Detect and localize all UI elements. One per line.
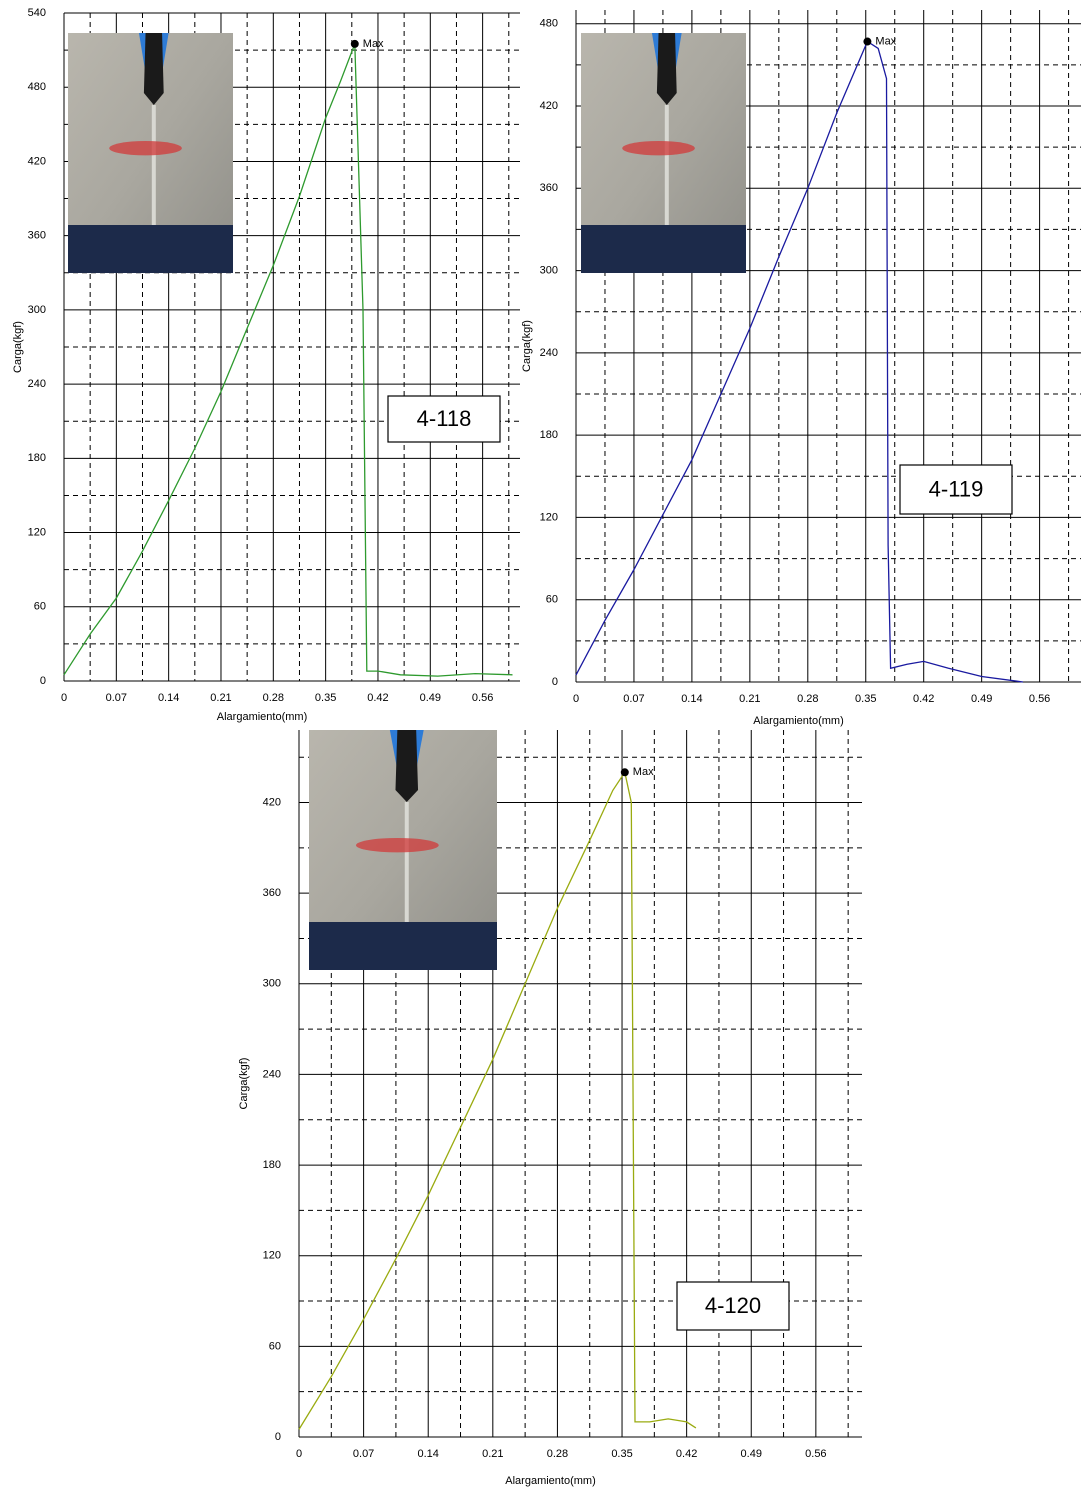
max-annotation: Max — [875, 35, 896, 47]
x-tick-label: 0.56 — [1029, 693, 1050, 705]
x-axis-label: Alargamiento(mm) — [753, 715, 843, 727]
x-tick-label: 0.28 — [263, 692, 284, 704]
y-tick-label: 60 — [34, 601, 46, 613]
x-axis-label: Alargamiento(mm) — [505, 1475, 595, 1487]
specimen-label: 4-118 — [417, 406, 472, 431]
max-marker — [863, 37, 872, 46]
x-tick-label: 0.21 — [482, 1448, 503, 1460]
x-tick-label: 0 — [573, 693, 579, 705]
x-tick-label: 0.28 — [797, 693, 818, 705]
y-tick-label: 300 — [28, 304, 46, 316]
y-axis-label: Carga(kgf) — [238, 1058, 250, 1110]
y-tick-label: 300 — [540, 264, 558, 276]
specimen-photo — [581, 33, 746, 273]
y-tick-label: 420 — [263, 796, 281, 808]
x-tick-label: 0 — [61, 692, 67, 704]
y-tick-label: 180 — [28, 452, 46, 464]
x-tick-label: 0.14 — [681, 693, 702, 705]
x-tick-label: 0.35 — [611, 1448, 632, 1460]
x-tick-label: 0.21 — [210, 692, 231, 704]
x-tick-label: 0 — [296, 1448, 302, 1460]
photo-base — [309, 922, 497, 970]
x-tick-label: 0.07 — [106, 692, 127, 704]
specimen-label-box — [676, 1281, 790, 1331]
photo-base — [581, 225, 746, 273]
x-axis-label: Alargamiento(mm) — [217, 711, 307, 723]
x-tick-label: 0.42 — [913, 693, 934, 705]
y-tick-label: 240 — [263, 1068, 281, 1080]
x-tick-label: 0.49 — [420, 692, 441, 704]
specimen-label-box — [387, 395, 501, 443]
max-marker — [350, 39, 359, 48]
photo-notch — [656, 33, 677, 105]
x-tick-label: 0.42 — [367, 692, 388, 704]
x-tick-label: 0.35 — [855, 693, 876, 705]
x-tick-label: 0.56 — [472, 692, 493, 704]
max-annotation: Max — [363, 38, 384, 50]
y-tick-label: 180 — [540, 429, 558, 441]
y-tick-label: 240 — [28, 378, 46, 390]
photo-mark — [356, 838, 439, 853]
x-tick-label: 0.07 — [623, 693, 644, 705]
photo-mark — [109, 141, 182, 156]
y-tick-label: 0 — [275, 1431, 281, 1443]
specimen-photo — [309, 730, 497, 970]
y-tick-label: 300 — [263, 978, 281, 990]
y-tick-label: 540 — [28, 7, 46, 19]
x-tick-label: 0.49 — [741, 1448, 762, 1460]
max-marker — [620, 768, 629, 777]
x-tick-label: 0.56 — [805, 1448, 826, 1460]
y-tick-label: 0 — [552, 676, 558, 688]
y-tick-label: 60 — [269, 1340, 281, 1352]
x-tick-label: 0.14 — [418, 1448, 439, 1460]
photo-notch — [395, 730, 419, 802]
y-tick-label: 120 — [28, 526, 46, 538]
y-tick-label: 480 — [540, 18, 558, 30]
photo-base — [68, 225, 233, 273]
max-annotation: Max — [633, 766, 654, 778]
x-tick-label: 0.14 — [158, 692, 179, 704]
photo-mark — [622, 141, 695, 156]
y-tick-label: 0 — [40, 675, 46, 687]
x-tick-label: 0.28 — [547, 1448, 568, 1460]
y-tick-label: 180 — [263, 1159, 281, 1171]
y-tick-label: 420 — [540, 100, 558, 112]
curve — [298, 770, 697, 1430]
specimen-label: 4-119 — [929, 476, 984, 501]
y-tick-label: 360 — [263, 887, 281, 899]
y-tick-label: 360 — [540, 182, 558, 194]
y-tick-label: 240 — [540, 347, 558, 359]
photo-notch — [143, 33, 164, 105]
specimen-photo — [68, 33, 233, 273]
y-axis-label: Carga(kgf) — [521, 320, 533, 372]
specimen-label: 4-120 — [705, 1293, 761, 1318]
x-tick-label: 0.42 — [676, 1448, 697, 1460]
curve — [575, 40, 1024, 683]
y-tick-label: 480 — [28, 81, 46, 93]
x-tick-label: 0.07 — [353, 1448, 374, 1460]
y-tick-label: 60 — [546, 594, 558, 606]
curve — [63, 43, 513, 677]
specimen-label-box — [899, 464, 1013, 515]
y-axis-label: Carga(kgf) — [12, 321, 24, 373]
x-tick-label: 0.35 — [315, 692, 336, 704]
x-tick-label: 0.21 — [739, 693, 760, 705]
y-tick-label: 120 — [540, 511, 558, 523]
y-tick-label: 360 — [28, 230, 46, 242]
y-tick-label: 420 — [28, 155, 46, 167]
y-tick-label: 120 — [263, 1250, 281, 1262]
x-tick-label: 0.49 — [971, 693, 992, 705]
